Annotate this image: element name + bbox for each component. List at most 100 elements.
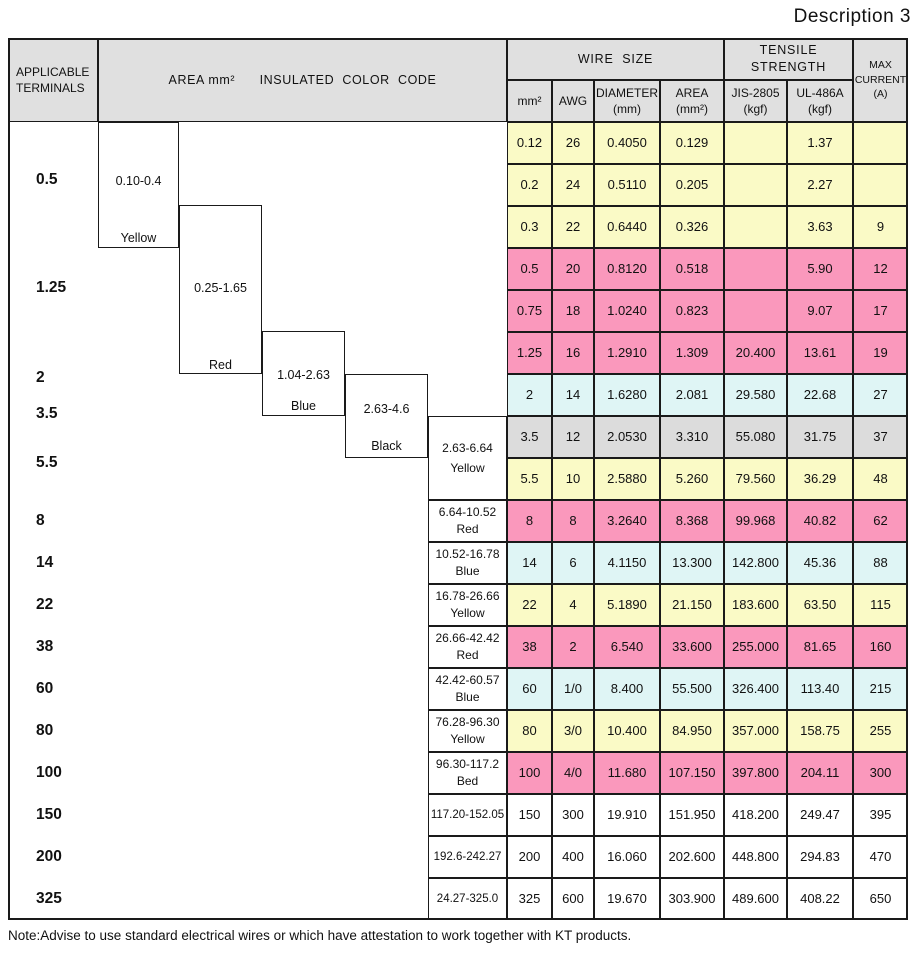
table-cell [853, 164, 908, 206]
table-cell: 48 [853, 458, 908, 500]
table-cell: 4 [552, 584, 594, 626]
terminal-size-label: 150 [36, 806, 62, 823]
color-name-label: Red [209, 358, 232, 372]
table-cell: 418.200 [724, 794, 787, 836]
area-range-label: 24.27-325.0 [436, 892, 499, 905]
table-cell: 8.368 [660, 500, 724, 542]
table-cell: 2 [507, 374, 552, 416]
table-cell: 18 [552, 290, 594, 332]
header-tensile-strength: TENSILE STRENGTH [724, 38, 853, 80]
color-code-box: 76.28-96.30 Yellow [428, 710, 507, 752]
table-cell: 0.823 [660, 290, 724, 332]
table-cell [853, 122, 908, 164]
table-cell: 3.63 [787, 206, 853, 248]
stair-box: 0.10-0.4 Yellow [98, 122, 179, 248]
terminal-size-label: 0.5 [36, 171, 58, 188]
table-cell: 1.309 [660, 332, 724, 374]
area-range-label: 10.52-16.78 [435, 547, 500, 561]
table-cell: 1.25 [507, 332, 552, 374]
table-cell: 4.1150 [594, 542, 660, 584]
header-ul-486a: UL-486A (kgf) [787, 80, 853, 122]
table-cell: 115 [853, 584, 908, 626]
terminal-size-label: 325 [36, 890, 62, 907]
table-cell: 448.800 [724, 836, 787, 878]
color-code-box: 6.64-10.52 Red [428, 500, 507, 542]
table-cell: 470 [853, 836, 908, 878]
color-name-label: Yellow [450, 732, 485, 746]
table-cell: 3/0 [552, 710, 594, 752]
table-cell: 27 [853, 374, 908, 416]
table-cell: 183.600 [724, 584, 787, 626]
table-cell: 79.560 [724, 458, 787, 500]
table-cell: 0.326 [660, 206, 724, 248]
color-code-box: 24.27-325.0 [428, 878, 507, 920]
table-cell: 2.0530 [594, 416, 660, 458]
table-cell: 11.680 [594, 752, 660, 794]
area-range-label: 0.25-1.65 [194, 281, 247, 295]
table-cell: 408.22 [787, 878, 853, 920]
color-code-box: 117.20-152.05 [428, 794, 507, 836]
table-cell [724, 122, 787, 164]
terminal-size-label: 2 [36, 369, 45, 386]
table-cell: 249.47 [787, 794, 853, 836]
stair-box: 0.25-1.65 Red [179, 205, 262, 374]
table-cell: 200 [507, 836, 552, 878]
table-cell: 60 [507, 668, 552, 710]
table-cell: 0.3 [507, 206, 552, 248]
table-cell: 13.300 [660, 542, 724, 584]
table-cell: 1.2910 [594, 332, 660, 374]
table-cell: 255 [853, 710, 908, 752]
table-cell: 81.65 [787, 626, 853, 668]
color-name-label: Red [456, 522, 479, 536]
terminal-size-label: 3.5 [36, 405, 58, 422]
color-code-box: 42.42-60.57 Blue [428, 668, 507, 710]
table-cell: 10.400 [594, 710, 660, 752]
color-name-label: Yellow [450, 461, 485, 475]
table-cell: 489.600 [724, 878, 787, 920]
terminal-size-label: 200 [36, 848, 62, 865]
area-range-label: 2.63-6.64 [442, 441, 493, 455]
color-name-label: Red [456, 648, 479, 662]
area-range-label: 192.6-242.27 [433, 850, 502, 863]
table-cell: 400 [552, 836, 594, 878]
table-cell: 395 [853, 794, 908, 836]
area-range-label: 0.10-0.4 [115, 174, 162, 188]
table-cell: 158.75 [787, 710, 853, 752]
header-mm2: mm² [507, 80, 552, 122]
table-cell [724, 164, 787, 206]
color-code-box: 96.30-117.2 Bed [428, 752, 507, 794]
table-cell: 3.2640 [594, 500, 660, 542]
note: Note:Advise to use standard electrical w… [8, 928, 632, 943]
table-cell: 36.29 [787, 458, 853, 500]
table-cell: 255.000 [724, 626, 787, 668]
area-range-label: 26.66-42.42 [435, 631, 500, 645]
terminal-size-label: 100 [36, 764, 62, 781]
table-cell: 8.400 [594, 668, 660, 710]
table-cell: 55.500 [660, 668, 724, 710]
color-name-label: Black [371, 439, 402, 453]
table-cell [724, 206, 787, 248]
table-cell: 99.968 [724, 500, 787, 542]
table-cell: 0.2 [507, 164, 552, 206]
table-cell: 0.6440 [594, 206, 660, 248]
table-cell: 21.150 [660, 584, 724, 626]
table-cell: 0.8120 [594, 248, 660, 290]
table-cell: 0.75 [507, 290, 552, 332]
area-range-label: 16.78-26.66 [435, 589, 500, 603]
table-cell: 204.11 [787, 752, 853, 794]
table-cell: 6 [552, 542, 594, 584]
table-cell: 63.50 [787, 584, 853, 626]
terminal-size-label: 1.25 [36, 279, 67, 296]
table-cell: 14 [552, 374, 594, 416]
table-cell: 33.600 [660, 626, 724, 668]
table-cell: 326.400 [724, 668, 787, 710]
table-cell: 107.150 [660, 752, 724, 794]
table-cell: 88 [853, 542, 908, 584]
terminal-size-label: 14 [36, 554, 54, 571]
table-cell: 16 [552, 332, 594, 374]
table-cell: 19.910 [594, 794, 660, 836]
table-cell: 4/0 [552, 752, 594, 794]
table-cell: 22 [507, 584, 552, 626]
